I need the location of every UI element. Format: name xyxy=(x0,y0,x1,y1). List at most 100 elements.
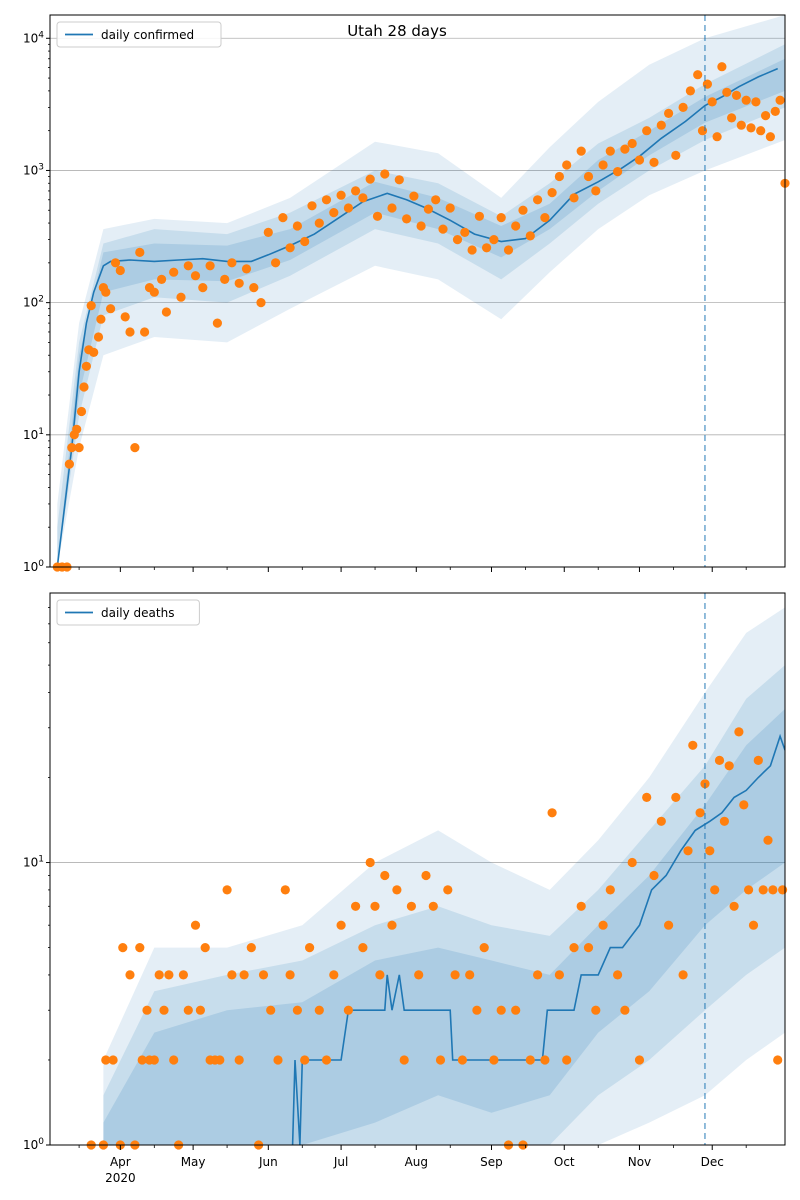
observed-point xyxy=(562,1055,572,1065)
observed-point xyxy=(266,1005,276,1015)
legend-label: daily confirmed xyxy=(101,28,194,42)
x-tick-label: Jun xyxy=(258,1155,278,1169)
observed-point xyxy=(321,195,332,205)
y-tick-label: 101 xyxy=(23,427,44,442)
observed-point xyxy=(256,298,266,308)
observed-point xyxy=(96,314,106,324)
observed-point xyxy=(518,205,528,215)
observed-point xyxy=(351,901,361,911)
observed-point xyxy=(753,755,763,766)
inner-band xyxy=(57,58,785,567)
observed-point xyxy=(135,247,145,257)
observed-point xyxy=(392,885,402,895)
observed-point xyxy=(300,1055,310,1065)
observed-point xyxy=(431,195,441,205)
observed-point xyxy=(169,1055,179,1065)
y-tick-label: 100 xyxy=(23,559,44,574)
confirmed-panel: 100 101 102 103 104 daily confirmed xyxy=(23,14,790,574)
observed-point xyxy=(195,1005,205,1015)
observed-point xyxy=(183,261,193,271)
mid-band xyxy=(57,44,785,567)
observed-point xyxy=(89,347,99,357)
observed-point xyxy=(161,307,171,317)
observed-point xyxy=(496,1005,506,1015)
observed-point xyxy=(722,87,732,97)
observed-point xyxy=(93,332,104,342)
observed-point xyxy=(137,1055,147,1065)
observed-point xyxy=(246,943,256,953)
legend-box xyxy=(56,21,222,48)
observed-point xyxy=(271,258,281,268)
x-tick-label: Oct xyxy=(554,1155,575,1169)
observed-point xyxy=(598,160,608,170)
observed-point xyxy=(770,106,780,116)
observed-point xyxy=(719,816,730,826)
observed-point xyxy=(773,1055,783,1065)
observed-point xyxy=(220,274,230,284)
observed-point xyxy=(292,1005,302,1015)
observed-point xyxy=(249,283,259,293)
observed-point xyxy=(547,188,557,198)
observed-point xyxy=(465,970,475,980)
observed-point xyxy=(115,265,125,276)
observed-point xyxy=(149,1055,159,1065)
x-tick-label: Nov xyxy=(628,1155,651,1169)
observed-point xyxy=(176,292,186,302)
observed-point xyxy=(314,1005,324,1015)
observed-point xyxy=(198,283,208,293)
observed-point xyxy=(329,208,339,218)
observed-point xyxy=(72,424,82,434)
observed-point xyxy=(183,1005,193,1015)
observed-point xyxy=(81,361,91,371)
observed-point xyxy=(525,1055,535,1065)
observed-point xyxy=(443,885,453,895)
observed-point xyxy=(106,304,116,314)
observed-point xyxy=(421,870,431,881)
observed-point xyxy=(101,1055,111,1065)
observed-point xyxy=(380,169,390,179)
observed-point xyxy=(554,970,565,980)
observed-point xyxy=(707,97,717,107)
observed-point xyxy=(678,970,688,980)
observed-point xyxy=(763,835,773,845)
inner-band xyxy=(103,708,785,1145)
observed-point xyxy=(387,203,397,213)
observed-point xyxy=(736,120,746,130)
observed-point xyxy=(215,1055,225,1065)
axes-frame xyxy=(49,592,786,1146)
observed-point xyxy=(457,1055,467,1065)
legend-label: daily deaths xyxy=(101,606,174,620)
observed-point xyxy=(685,86,696,96)
observed-point xyxy=(280,885,290,895)
x-tick-label: Jul xyxy=(333,1155,348,1169)
observed-point xyxy=(380,870,390,881)
observed-point xyxy=(605,885,615,895)
observed-point xyxy=(671,792,681,803)
observed-point xyxy=(190,920,201,930)
observed-point xyxy=(157,274,167,284)
observed-point xyxy=(358,193,368,203)
observed-point xyxy=(375,970,385,980)
observed-point xyxy=(489,1055,499,1065)
observed-point xyxy=(285,243,295,253)
y-tick-label: 100 xyxy=(23,1137,44,1152)
observed-point xyxy=(613,167,623,177)
observed-point xyxy=(712,132,722,142)
model-line xyxy=(291,733,785,1145)
mid-band xyxy=(103,665,785,1145)
observed-point xyxy=(649,157,659,167)
observed-point xyxy=(222,885,232,895)
observed-point xyxy=(751,97,761,107)
observed-point xyxy=(741,95,751,105)
observed-point xyxy=(227,258,237,268)
observed-point xyxy=(241,264,252,274)
observed-point xyxy=(406,901,416,911)
observed-point xyxy=(664,108,674,118)
y-tick-label: 102 xyxy=(23,295,44,310)
observed-point xyxy=(758,885,768,895)
observed-point xyxy=(285,970,295,980)
observed-point xyxy=(765,132,776,142)
observed-point xyxy=(372,211,383,221)
observed-point xyxy=(533,970,543,980)
observed-point xyxy=(351,186,361,196)
